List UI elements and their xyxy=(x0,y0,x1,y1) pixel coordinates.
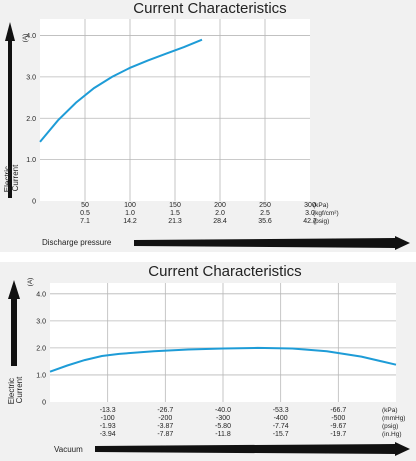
x-tick-label: -5.80 xyxy=(215,423,231,430)
x-tick-label: 300 xyxy=(304,202,316,209)
x-tick-label: 0.5 xyxy=(80,210,90,217)
chart-panel-1: Current Characteristics 1.0 2.0 3.0 4.0 0 50… xyxy=(0,0,416,252)
x-unit-label: (mmHg) xyxy=(382,415,405,422)
series xyxy=(49,346,397,373)
x-tick-label: -1.93 xyxy=(100,423,116,430)
y-axis-label: Electric Current xyxy=(3,164,20,192)
x-tick-label: 7.1 xyxy=(80,218,90,225)
x-unit-label: (psig) xyxy=(313,218,329,225)
x-tick-label: 42.7 xyxy=(303,218,317,225)
y-tick-label: 3.0 xyxy=(26,74,36,81)
chart-panel-2: Current Characteristics 1.0 2.0 3.0 4.0 0 -1… xyxy=(0,262,416,461)
y-tick-label: 2.0 xyxy=(36,345,46,352)
x-tick-label: 100 xyxy=(124,202,136,209)
x-tick-label: 28.4 xyxy=(213,218,227,225)
y-unit: (A) xyxy=(27,278,34,287)
series-line xyxy=(49,346,397,373)
x-unit-label: (kgf/cm²) xyxy=(313,210,339,217)
x-tick-label: 150 xyxy=(169,202,181,209)
x-tick-label: 14.2 xyxy=(123,218,137,225)
x-tick-label: -300 xyxy=(216,415,230,422)
y-tick-label: 3.0 xyxy=(36,318,46,325)
current-chart-2: Current Characteristics 1.0 2.0 3.0 4.0 0 -1… xyxy=(7,263,410,456)
x-tick-label: -40.0 xyxy=(215,407,231,414)
x-tick-label: 50 xyxy=(81,202,89,209)
x-tick-label: 1.5 xyxy=(170,210,180,217)
x-tick-label: 35.6 xyxy=(258,218,272,225)
x-tick-label: -500 xyxy=(331,415,345,422)
x-axis-arrow xyxy=(95,442,410,456)
y-tick-label: 1.0 xyxy=(26,157,36,164)
x-axis-label: Vacuum xyxy=(54,445,83,454)
x-tick-label: -19.7 xyxy=(330,431,346,438)
y-axis-arrow-shaft xyxy=(8,40,12,198)
y-tick-label: 0 xyxy=(32,199,36,206)
series-line xyxy=(39,38,203,143)
y-unit: (A) xyxy=(22,34,29,43)
y-tick-label: 4.0 xyxy=(26,33,36,40)
y-axis-arrow-head xyxy=(8,280,20,299)
x-tick-label: -200 xyxy=(158,415,172,422)
x-tick-label: -13.3 xyxy=(100,407,116,414)
x-unit-label: (kPa) xyxy=(382,407,398,414)
x-tick-label: -7.74 xyxy=(273,423,289,430)
x-axis-arrow xyxy=(134,236,410,250)
x-tick-label: -26.7 xyxy=(157,407,173,414)
y-axis-arrow-head xyxy=(5,22,15,41)
y-axis-arrow-shaft xyxy=(11,298,17,366)
chart-title: Current Characteristics xyxy=(133,0,286,17)
x-tick-label: -11.8 xyxy=(215,431,231,438)
y-tick-label: 0 xyxy=(42,400,46,407)
y-ticks: 1.0 2.0 3.0 4.0 0 xyxy=(26,33,36,205)
x-tick-label: -9.67 xyxy=(330,423,346,430)
current-chart-1: Current Characteristics 1.0 2.0 3.0 4.0 0 50… xyxy=(3,0,410,250)
grid-lines xyxy=(50,283,396,402)
x-tick-label: -15.7 xyxy=(273,431,289,438)
x-tick-label: -100 xyxy=(101,415,115,422)
x-ticks: -13.3-100-1.93-3.94 -26.7-200-3.87-7.87 -4… xyxy=(100,407,406,438)
x-tick-label: -400 xyxy=(274,415,288,422)
x-tick-label: 200 xyxy=(214,202,226,209)
x-tick-label: 2.0 xyxy=(215,210,225,217)
x-unit-label: (psig) xyxy=(382,423,398,430)
x-tick-label: 250 xyxy=(259,202,271,209)
x-tick-label: -3.94 xyxy=(100,431,116,438)
x-tick-label: 1.0 xyxy=(125,210,135,217)
x-tick-label: 3.0 xyxy=(305,210,315,217)
x-tick-label: -7.87 xyxy=(157,431,173,438)
y-ticks: 1.0 2.0 3.0 4.0 0 xyxy=(36,291,46,406)
x-axis-label: Discharge pressure xyxy=(42,238,112,247)
x-tick-label: 21.3 xyxy=(168,218,182,225)
y-tick-label: 4.0 xyxy=(36,291,46,298)
x-tick-label: -53.3 xyxy=(273,407,289,414)
y-axis-label: Electric Current xyxy=(7,376,24,404)
x-tick-label: 2.5 xyxy=(260,210,270,217)
y-tick-label: 2.0 xyxy=(26,116,36,123)
grid-lines xyxy=(40,19,310,201)
x-unit-label: (in.Hg) xyxy=(382,431,402,438)
chart-title: Current Characteristics xyxy=(148,263,301,280)
y-tick-label: 1.0 xyxy=(36,372,46,379)
x-unit-label: (kPa) xyxy=(313,202,329,209)
x-tick-label: -3.87 xyxy=(157,423,173,430)
series xyxy=(39,38,203,143)
x-tick-label: -66.7 xyxy=(330,407,346,414)
